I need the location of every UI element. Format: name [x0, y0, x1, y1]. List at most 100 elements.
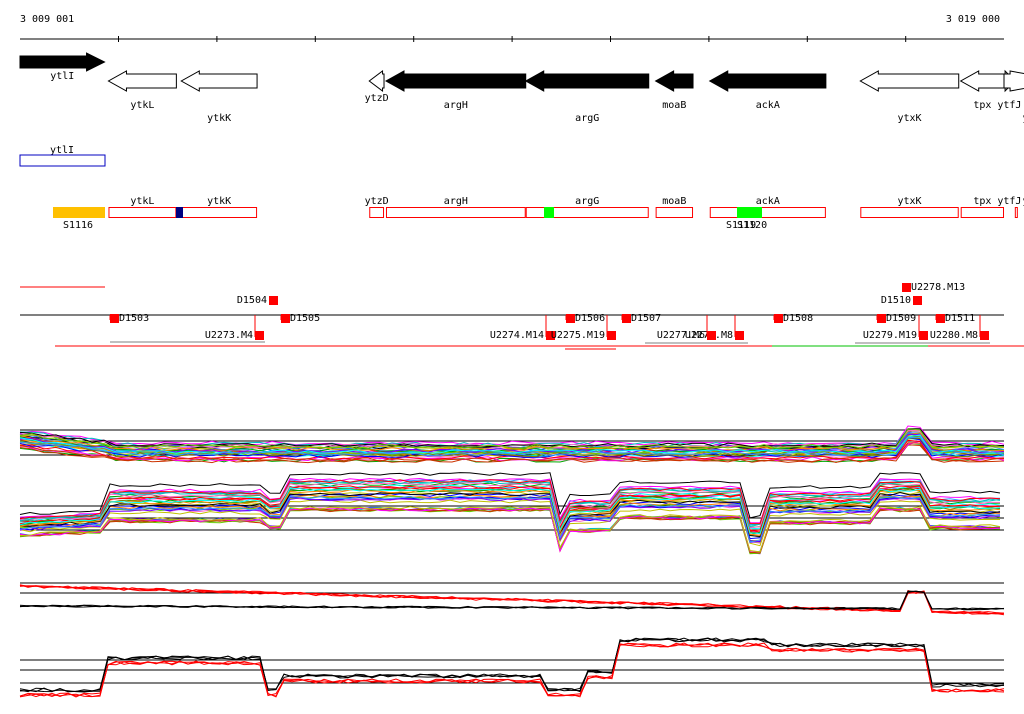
- feature-u2277-m6[interactable]: U2277.M6: [657, 315, 716, 341]
- feature-label: U2278.M13: [911, 282, 965, 293]
- tss-marker[interactable]: [53, 207, 105, 218]
- feature-label: U2275.M19: [551, 330, 605, 341]
- gene-box-ytkK[interactable]: [181, 207, 258, 218]
- gene-arrow-label: argH: [444, 100, 468, 111]
- feature-u2275-m19[interactable]: U2275.M19: [551, 315, 616, 341]
- feature-label: U2273.M4: [205, 330, 253, 341]
- strand-line: [19, 584, 1005, 616]
- expression-line: [19, 428, 1005, 449]
- expression-line: [19, 437, 1005, 458]
- gene-box-argG[interactable]: [525, 207, 649, 218]
- feature-d1503[interactable]: D1503: [109, 313, 149, 324]
- gene-box-moaB[interactable]: [655, 207, 694, 218]
- gene-box-label: ytxK: [897, 196, 921, 207]
- expression-line: [19, 482, 1001, 529]
- feature-d1507[interactable]: D1507: [621, 313, 661, 324]
- expression-profiles: [19, 425, 1005, 555]
- gene-arrow-label: tpx: [973, 100, 991, 111]
- coordinate-ruler: 3 009 001 3 019 000: [20, 14, 1004, 42]
- selected-gene-box[interactable]: [19, 154, 106, 167]
- gene-arrow-argG[interactable]: [524, 70, 650, 92]
- expression-line: [19, 508, 1001, 554]
- expression-line: [19, 507, 1001, 555]
- feature-label: U2277.M6: [657, 330, 705, 341]
- promoter-label: S1120: [737, 220, 767, 231]
- expression-line: [19, 425, 1005, 446]
- gene-box-ackA[interactable]: [709, 207, 826, 218]
- feature-u2278-m13[interactable]: U2278.M13: [902, 282, 965, 293]
- feature-d1505[interactable]: D1505: [280, 313, 320, 324]
- feature-marks: D1504 D1503 U2273.M4 D1505 U2274.M14 D1506 U22…: [109, 282, 989, 341]
- feature-label: U2274.M14: [490, 330, 544, 341]
- green-marker: [544, 207, 554, 218]
- gene-box-ytfJ[interactable]: [1014, 207, 1018, 218]
- gene-arrow-ytfI[interactable]: [1003, 70, 1024, 92]
- selected-gene-track: ytlI: [19, 145, 106, 167]
- feature-d1509[interactable]: D1509: [876, 313, 916, 324]
- selected-gene-label: ytlI: [50, 145, 74, 156]
- gene-box-argH[interactable]: [385, 207, 526, 218]
- gene-box-label: ytkL: [130, 196, 154, 207]
- gene-arrow-ytlI[interactable]: [19, 52, 106, 72]
- feature-u2279-m19[interactable]: U2279.M19: [863, 315, 928, 341]
- gene-arrow-ytxK[interactable]: [859, 70, 960, 92]
- green-marker: [737, 207, 762, 218]
- feature-u2274-m14[interactable]: U2274.M14: [490, 315, 555, 341]
- promoter-label: S1116: [63, 220, 93, 231]
- gene-box-track: ytkL ytkK ytzD argH argG moaB ackA ytxK tpxytfJy…: [108, 196, 1024, 218]
- gene-arrow-label: ytzD: [365, 93, 389, 104]
- gene-arrow-label: ytkK: [207, 113, 231, 124]
- gene-arrow-label: ytkL: [130, 100, 154, 111]
- gene-box-label: argH: [444, 196, 468, 207]
- gene-box-label: ackA: [756, 196, 780, 207]
- gene-arrow-argH[interactable]: [384, 70, 527, 92]
- gene-arrow-ytkK[interactable]: [180, 70, 258, 92]
- feature-d1506[interactable]: D1506: [565, 313, 605, 324]
- expression-line: [19, 508, 1001, 555]
- feature-d1511[interactable]: D1511: [935, 313, 975, 324]
- feature-label: D1508: [783, 313, 813, 324]
- expression-line: [19, 433, 1005, 454]
- feature-label: D1509: [886, 313, 916, 324]
- feature-label: D1504: [237, 295, 267, 306]
- gene-box-ytkL[interactable]: [108, 207, 177, 218]
- strand-line: [19, 637, 1005, 693]
- gene-arrow-label: ytxK: [897, 113, 921, 124]
- strand-line: [19, 637, 1005, 693]
- feature-label: U2280.M8: [930, 330, 978, 341]
- strand-profiles: [19, 584, 1005, 698]
- expression-panel-top: [19, 425, 1005, 555]
- expression-line: [19, 444, 1005, 464]
- expression-line: [19, 442, 1005, 463]
- ruler-end-label: 3 019 000: [946, 14, 1000, 25]
- expression-panel-bottom: [19, 582, 1005, 698]
- feature-label: D1507: [631, 313, 661, 324]
- expression-line: [19, 491, 1001, 538]
- feature-u2280-m8[interactable]: U2280.M8: [930, 315, 989, 341]
- gene-arrow-ytkL[interactable]: [107, 70, 177, 92]
- expression-line: [19, 436, 1005, 457]
- gene-box-label: ytfI: [1022, 196, 1024, 207]
- gene-box-ytxK[interactable]: [860, 207, 959, 218]
- gene-arrow-ytzD[interactable]: [368, 69, 385, 93]
- feature-d1510[interactable]: D1510: [881, 295, 922, 306]
- feature-d1508[interactable]: D1508: [773, 313, 813, 324]
- gene-arrow-label: moaB: [662, 100, 686, 111]
- feature-label: D1505: [290, 313, 320, 324]
- feature-d1504[interactable]: D1504: [237, 295, 278, 306]
- gene-box-ytzD[interactable]: [369, 207, 385, 218]
- ruler-start-label: 3 009 001: [20, 14, 74, 25]
- gene-box-label: argG: [575, 196, 599, 207]
- strand-line: [19, 590, 1005, 611]
- promoter-label: S1119: [726, 220, 756, 231]
- expression-line: [19, 432, 1005, 452]
- gene-box-label: ytkK: [207, 196, 231, 207]
- gene-arrow-moaB[interactable]: [654, 70, 694, 92]
- gene-box-tpx[interactable]: [960, 207, 1004, 218]
- gene-arrow-tpx[interactable]: [959, 70, 1005, 92]
- gene-arrow-ackA[interactable]: [708, 70, 827, 92]
- feature-u2273-m4[interactable]: U2273.M4: [205, 315, 264, 341]
- expression-line: [19, 507, 1001, 553]
